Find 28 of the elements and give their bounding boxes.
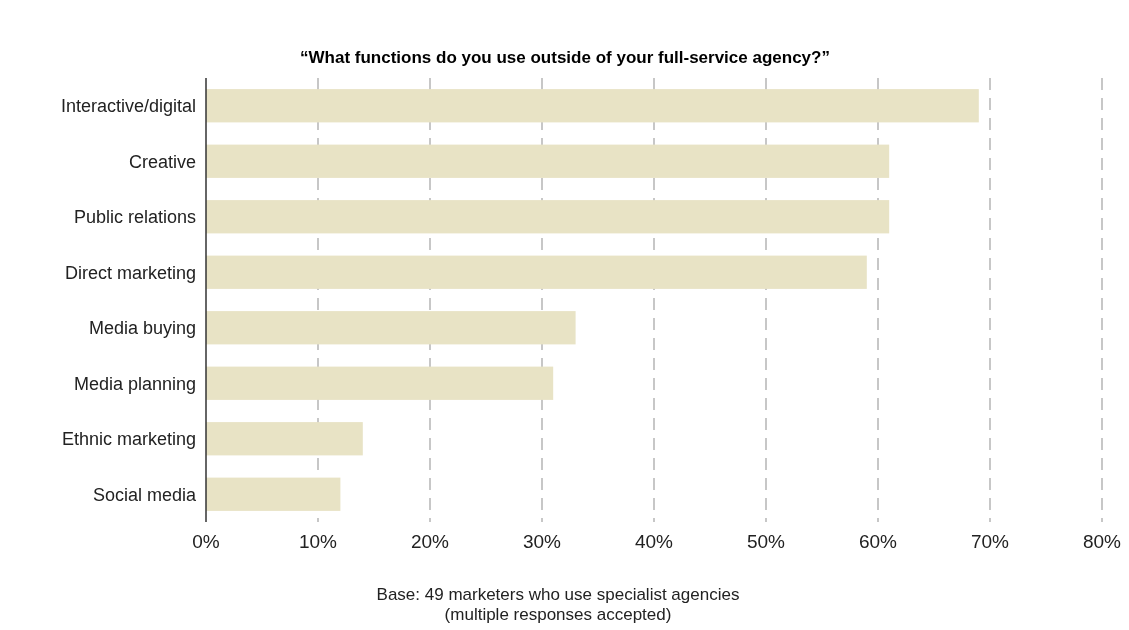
text: Base: 49 marketers who use specialist agencies bbox=[376, 585, 740, 604]
bar bbox=[206, 255, 867, 289]
bar bbox=[206, 366, 554, 400]
x-tick-label: 80% bbox=[1082, 531, 1122, 552]
text: (multiple responses accepted) bbox=[444, 605, 672, 624]
x-tick-label: 40% bbox=[634, 531, 674, 552]
bar bbox=[206, 477, 341, 511]
bar bbox=[206, 311, 576, 345]
y-tick-label: Media buying bbox=[88, 318, 196, 339]
bar bbox=[206, 89, 979, 123]
y-tick-label: Interactive/digital bbox=[60, 96, 196, 117]
bar bbox=[206, 422, 363, 456]
y-tick-label: Social media bbox=[92, 484, 197, 505]
chart-title: “What functions do you use outside of your full-service agency?” bbox=[300, 48, 830, 67]
y-tick-label: Media planning bbox=[73, 373, 196, 394]
x-tick-label: 0% bbox=[192, 531, 220, 552]
x-tick-label: 70% bbox=[970, 531, 1010, 552]
bar bbox=[206, 144, 890, 178]
bar bbox=[206, 200, 890, 234]
y-tick-label: Public relations bbox=[73, 207, 196, 228]
x-tick-label: 60% bbox=[858, 531, 898, 552]
y-tick-label: Creative bbox=[128, 151, 196, 172]
x-tick-label: 10% bbox=[298, 531, 338, 552]
y-tick-label: Direct marketing bbox=[64, 262, 196, 283]
x-tick-label: 20% bbox=[410, 531, 450, 552]
y-tick-label: Ethnic marketing bbox=[61, 429, 196, 450]
x-tick-label: 30% bbox=[522, 531, 562, 552]
x-tick-label: 50% bbox=[746, 531, 786, 552]
